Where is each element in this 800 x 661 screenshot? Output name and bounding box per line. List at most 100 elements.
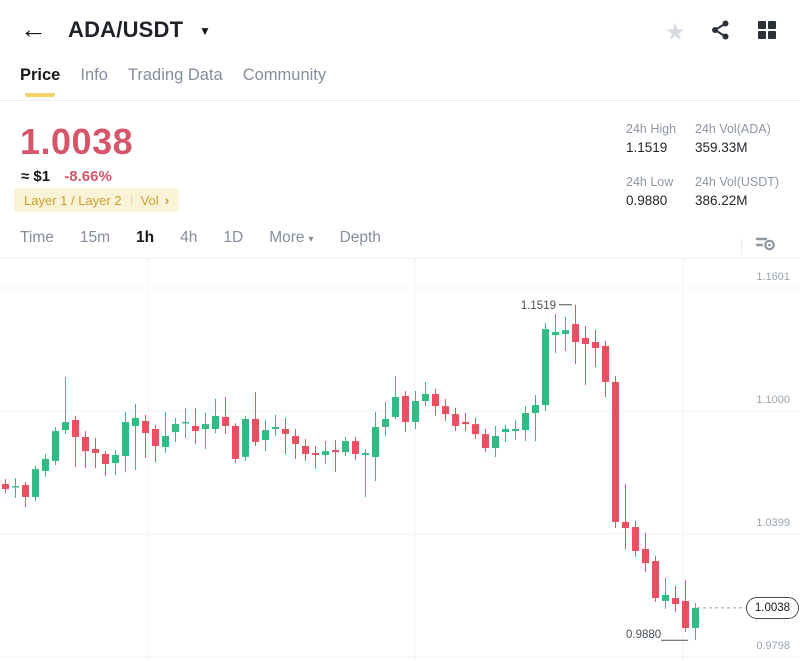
- stat-24h-vol-usdt: 24h Vol(USDT) 386.22M: [695, 175, 795, 208]
- candle-body-up: [162, 435, 169, 448]
- y-axis-label: 1.1601: [756, 271, 790, 283]
- interval-15m[interactable]: 15m: [79, 229, 111, 246]
- candle-body-down: [622, 521, 629, 529]
- category-tag[interactable]: Layer 1 / Layer 2 Vol ›: [14, 188, 180, 212]
- stat-label: 24h Vol(ADA): [695, 122, 771, 136]
- interval-4h[interactable]: 4h: [180, 229, 198, 246]
- candle-body-up: [422, 394, 429, 401]
- candle-body-down: [92, 449, 99, 453]
- candle-body-up: [42, 458, 49, 471]
- candle-body-down: [222, 416, 229, 426]
- interval-time[interactable]: Time: [20, 229, 54, 246]
- tab-info[interactable]: Info: [80, 66, 108, 84]
- tag-category-label: Layer 1 / Layer 2: [24, 192, 122, 208]
- price-subrow: ≈ $1 -8.66%: [21, 168, 112, 185]
- tab-community[interactable]: Community: [242, 66, 327, 84]
- candle-body-down: [82, 436, 89, 452]
- tag-divider: [130, 194, 132, 206]
- candle-body-down: [232, 425, 239, 459]
- tab-bar: Price Info Trading Data Community: [20, 66, 326, 99]
- depth-button[interactable]: Depth: [339, 229, 381, 246]
- interval-1h[interactable]: 1h: [136, 229, 155, 246]
- stat-label: 24h High: [626, 122, 677, 136]
- stat-24h-low: 24h Low 0.9880: [626, 175, 726, 208]
- high-annotation-label: 1.1519: [521, 300, 556, 312]
- chart-settings-icon[interactable]: [754, 232, 778, 259]
- toolbar-divider: [741, 237, 742, 254]
- candle-body-up: [172, 424, 179, 433]
- candle-body-down: [352, 441, 359, 454]
- chevron-right-icon: ›: [164, 192, 170, 208]
- chart-canvas[interactable]: 1.1519 0.9880: [0, 259, 800, 661]
- candle-body-up: [322, 451, 329, 456]
- candle-body-down: [2, 484, 9, 489]
- candle-body-up: [512, 429, 519, 432]
- candle-body-down: [482, 434, 489, 449]
- apps-grid-icon[interactable]: [756, 19, 778, 46]
- candle-body-down: [592, 342, 599, 348]
- candle-body-up: [12, 486, 19, 488]
- candle-body-down: [652, 561, 659, 599]
- tab-price[interactable]: Price: [20, 66, 60, 99]
- tag-vol-label: Vol: [140, 192, 159, 208]
- candle-body-down: [462, 422, 469, 425]
- candle-body-up: [362, 452, 369, 456]
- candle-body-down: [282, 429, 289, 434]
- candle-body-up: [502, 429, 509, 433]
- candle-body-down: [612, 381, 619, 522]
- candle-body-up: [212, 415, 219, 430]
- candle-body-down: [192, 425, 199, 432]
- candle-body-down: [22, 485, 29, 497]
- tab-trading-data[interactable]: Trading Data: [127, 66, 223, 84]
- more-label: More: [269, 229, 305, 246]
- candle-body-up: [32, 469, 39, 497]
- candle-body-up: [692, 607, 699, 628]
- more-dropdown[interactable]: More ▾: [269, 229, 313, 247]
- stat-value: 359.33M: [695, 140, 748, 155]
- candle-body-down: [312, 452, 319, 456]
- pair-caret-down-icon[interactable]: ▼: [199, 24, 211, 38]
- candle-body-up: [382, 418, 389, 427]
- last-price-tag: 1.0038: [746, 596, 799, 619]
- candle-body-down: [632, 527, 639, 551]
- back-arrow-icon[interactable]: ←: [20, 14, 47, 44]
- favorite-star-icon[interactable]: ★: [664, 18, 686, 46]
- fiat-equivalent: ≈ $1: [21, 168, 51, 185]
- candle-body-up: [52, 431, 59, 461]
- candle-body-up: [552, 332, 559, 336]
- candle-body-down: [292, 435, 299, 444]
- last-price: 1.0038: [20, 121, 134, 162]
- stat-value: 1.1519: [626, 140, 668, 155]
- change-percent: -8.66%: [64, 168, 112, 185]
- candle-body-down: [332, 450, 339, 453]
- share-icon[interactable]: [709, 18, 733, 47]
- candle-body-down: [102, 453, 109, 465]
- candle-body-down: [452, 414, 459, 426]
- pair-title[interactable]: ADA/USDT: [68, 17, 184, 42]
- header: ← ADA/USDT ▼ ★: [0, 0, 800, 58]
- candle-body-up: [202, 424, 209, 430]
- low-annotation-label: 0.9880: [626, 629, 661, 641]
- candle-body-up: [372, 426, 379, 458]
- candle-body-down: [442, 406, 449, 415]
- candle-body-up: [522, 413, 529, 431]
- stat-24h-vol-ada: 24h Vol(ADA) 359.33M: [695, 122, 795, 155]
- candle-body-down: [142, 421, 149, 434]
- candle-body-up: [562, 330, 569, 335]
- candle-body-down: [432, 394, 439, 407]
- stat-value: 0.9880: [626, 193, 668, 208]
- candle-body-down: [302, 445, 309, 454]
- interval-1d[interactable]: 1D: [223, 229, 244, 246]
- candle-body-down: [672, 598, 679, 604]
- candle-body-up: [342, 441, 349, 453]
- y-axis-label: 0.9798: [756, 640, 790, 652]
- candle-body-up: [412, 400, 419, 423]
- candle-body-down: [602, 345, 609, 382]
- candle-body-up: [262, 430, 269, 441]
- stat-label: 24h Vol(USDT): [695, 175, 780, 189]
- y-axis-label: 1.0399: [756, 517, 790, 529]
- candle-body-down: [402, 396, 409, 423]
- candle-body-up: [112, 455, 119, 463]
